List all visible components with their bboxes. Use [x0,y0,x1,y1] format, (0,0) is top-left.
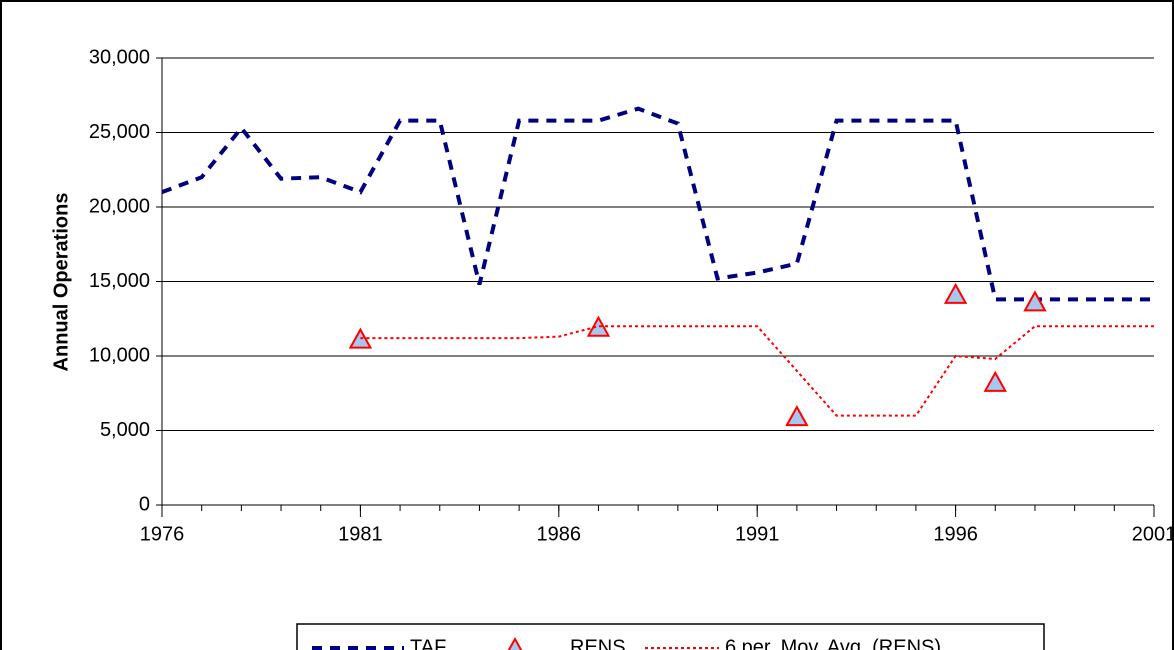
legend-marker [507,636,523,650]
legend-box [296,623,1045,650]
y-tick-label: 20,000 [89,195,150,217]
y-tick-label: 0 [139,493,150,515]
marker [785,405,809,427]
marker [1023,290,1047,312]
x-tick-label: 1996 [933,523,978,545]
x-tick-label: 2001 [1132,523,1174,545]
x-tick-label: 1976 [140,523,185,545]
marker [943,282,968,304]
x-tick-label: 1991 [735,523,780,545]
y-tick-label: 15,000 [89,270,150,292]
y-axis-label: Annual Operations [50,193,72,372]
legend-label: 6 per. Mov. Avg. (RENS) [725,636,941,650]
series-line [161,106,1154,302]
x-tick-label: 1986 [537,523,582,545]
marker [983,370,1007,392]
legend-label: RENS [570,636,626,650]
y-tick-label: 10,000 [89,344,150,366]
legend-label: TAF [410,636,446,650]
y-tick-label: 5,000 [100,419,150,441]
y-tick-label: 25,000 [89,121,150,143]
series-line [360,325,1154,417]
x-tick-label: 1981 [338,523,383,545]
y-tick-label: 30,000 [89,46,150,68]
